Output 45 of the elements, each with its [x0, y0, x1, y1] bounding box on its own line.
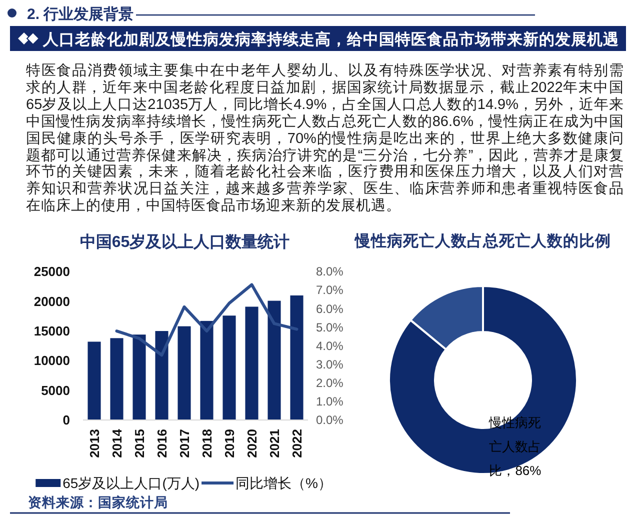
x-tick-label: 2013	[86, 429, 102, 458]
bar	[268, 300, 281, 420]
y-tick-label: 20000	[34, 294, 70, 309]
x-tick-label: 2014	[109, 428, 124, 458]
x-tick-label: 2018	[199, 429, 214, 458]
text: 特医食品消费领域主要集中在中老年人婴幼儿、以及有特殊医学状况、对营养素有特别需求的人群，近年来中国老龄化程度日益加剧，据国家统计局数据显示，截止2022年末中国65岁及以上人口达21035万人，同比增长4.9%，占全国人口总人数的14.9%，另外，近年来中国慢性病发病率持续增长，慢性病死亡人数占总死亡人数的86.6%，慢性病正在成为中国国民健康的头号杀手，医学研究表明，70%的慢性病是吃出来的，世界上绝大多数健康问题都可以通过营养保健来解决，疾病治疗讲究的是“三分治，七分养”，因此，营养才是康复环节的关键因素，未来，随着老龄化社会来临，医疗费用和医保压力增大，以及人们对营养知识和营养状况日益关注，越来越多营养学家、医生、临床营养师和患者重视特医食品在临床上的使用，中国特医食品市场迎来新的发展机遇。	[26, 63, 624, 214]
y2-tick-label: 3.0%	[316, 357, 344, 372]
x-tick-label: 2019	[222, 429, 237, 458]
y2-tick-label: 1.0%	[316, 394, 344, 408]
bar	[245, 306, 258, 420]
chart-title: 中国65岁及以上人口数量统计	[80, 233, 290, 251]
bar	[200, 320, 214, 420]
legend-label: 65岁及以上人口(万人)	[62, 475, 200, 491]
donut-slice	[388, 285, 578, 475]
bar	[290, 295, 304, 420]
y2-tick-label: 4.0%	[316, 338, 344, 353]
y-tick-label: 15000	[34, 324, 70, 339]
x-tick-label: 2020	[244, 429, 260, 458]
y-tick-label: 25000	[34, 264, 70, 280]
bar	[178, 326, 191, 420]
x-tick-label: 2021	[266, 429, 282, 458]
y2-tick-label: 7.0%	[316, 283, 344, 298]
y2-tick-label: 5.0%	[316, 320, 344, 334]
text: 人口老龄化加剧及慢性病发病率持续走高，给中国特医食品市场带来新的发展机遇	[42, 30, 619, 48]
y-tick-label: 10000	[34, 353, 70, 368]
text: 2. 行业发展背景	[27, 6, 134, 23]
x-tick-label: 2022	[289, 429, 304, 458]
bar	[155, 331, 168, 420]
y-tick-label: 5000	[41, 382, 70, 398]
y2-tick-label: 6.0%	[316, 302, 344, 316]
bar	[222, 316, 236, 420]
bar	[132, 334, 146, 420]
bar	[110, 338, 124, 420]
y2-tick-label: 2.0%	[316, 376, 344, 390]
legend-label: 同比增长（%）	[236, 475, 332, 491]
y-tick-label: 0	[62, 412, 70, 428]
line-series	[115, 283, 298, 357]
x-tick-label: 2017	[176, 429, 192, 458]
y2-tick-label: 0.0%	[316, 413, 344, 427]
text: 资料来源：国家统计局	[28, 494, 168, 510]
bar	[88, 342, 101, 420]
x-tick-label: 2015	[132, 429, 147, 458]
y2-tick-label: 8.0%	[316, 264, 344, 279]
x-tick-label: 2016	[154, 429, 170, 458]
chart-title: 慢性病死亡人数占总死亡人数的比例	[354, 231, 611, 250]
